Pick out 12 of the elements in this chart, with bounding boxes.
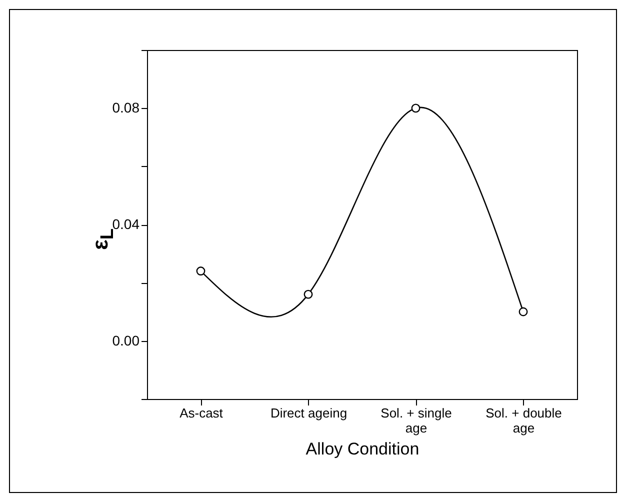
x-tick-label: Sol. + double age xyxy=(486,406,562,436)
y-tick-label: 0.00 xyxy=(112,332,140,348)
point xyxy=(518,307,528,316)
x-tick-label: Sol. + single age xyxy=(380,406,452,436)
x-axis-title: Alloy Condition xyxy=(306,440,420,458)
point xyxy=(196,266,206,276)
y-tick-label: 0.04 xyxy=(112,216,140,232)
point xyxy=(304,290,313,299)
point xyxy=(411,104,420,113)
x-tick-label: As-cast xyxy=(180,406,224,420)
x-tick-label: Direct ageing xyxy=(270,406,348,420)
y-tick-label: 0.08 xyxy=(112,100,140,116)
